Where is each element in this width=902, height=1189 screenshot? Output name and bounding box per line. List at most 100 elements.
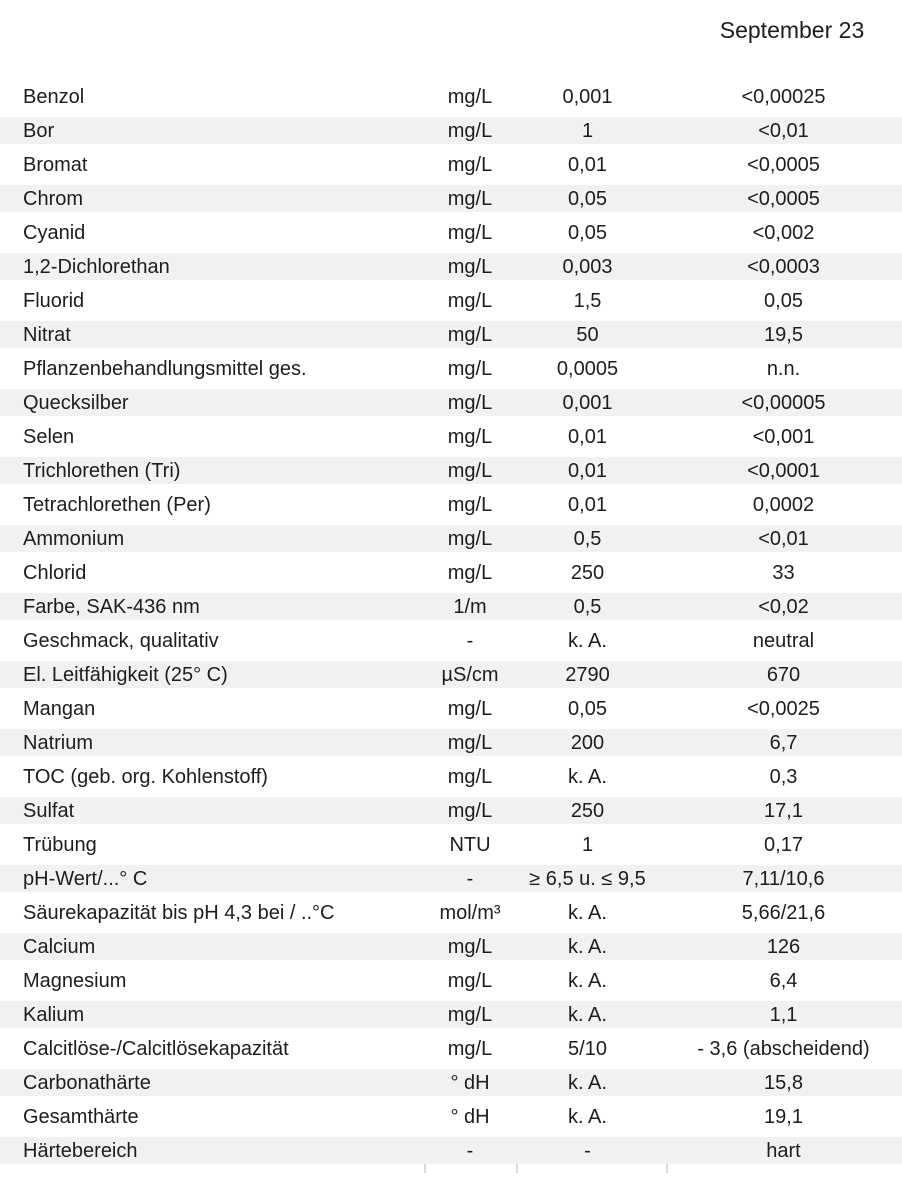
table-row: Benzol mg/L 0,001 <0,00025 xyxy=(0,83,902,117)
param-name: Trübung xyxy=(23,833,97,856)
param-unit: mg/L xyxy=(447,153,493,176)
water-quality-table: Benzol mg/L 0,001 <0,00025 Bor mg/L 1 <0… xyxy=(0,83,902,1171)
param-name: Bor xyxy=(23,119,55,142)
param-value: 15,8 xyxy=(764,1071,803,1094)
table-row: Bor mg/L 1 <0,01 xyxy=(0,117,902,151)
param-name: Carbonathärte xyxy=(23,1071,151,1094)
param-unit: mg/L xyxy=(447,357,493,380)
param-unit: - xyxy=(466,629,474,652)
cell-border-remnant-1 xyxy=(424,1164,426,1173)
param-limit: 0,5 xyxy=(573,595,602,618)
param-unit: mg/L xyxy=(447,187,493,210)
table-row: Nitrat mg/L 50 19,5 xyxy=(0,321,902,355)
param-limit: 0,05 xyxy=(568,187,607,210)
param-unit: mg/L xyxy=(447,969,493,992)
table-row: Chrom mg/L 0,05 <0,0005 xyxy=(0,185,902,219)
param-unit: - xyxy=(466,867,474,890)
param-name: Pflanzenbehandlungsmittel ges. xyxy=(23,357,307,380)
param-value: <0,0025 xyxy=(747,697,820,720)
param-limit: 0,5 xyxy=(573,527,602,550)
table-row: Quecksilber mg/L 0,001 <0,00005 xyxy=(0,389,902,423)
param-name: Cyanid xyxy=(23,221,86,244)
param-value: <0,00025 xyxy=(741,85,826,108)
param-limit: 0,01 xyxy=(568,153,607,176)
param-name: TOC (geb. org. Kohlenstoff) xyxy=(23,765,268,788)
param-limit: 1,5 xyxy=(573,289,602,312)
param-limit: ≥ 6,5 u. ≤ 9,5 xyxy=(529,867,646,890)
param-value: <0,00005 xyxy=(741,391,826,414)
param-unit: ° dH xyxy=(450,1071,490,1094)
param-limit: k. A. xyxy=(568,901,607,924)
table-row: Härtebereich - - hart xyxy=(0,1137,902,1171)
table-row: Fluorid mg/L 1,5 0,05 xyxy=(0,287,902,321)
cell-border-remnant-2 xyxy=(516,1164,518,1173)
param-value: hart xyxy=(766,1139,801,1162)
param-value: 0,17 xyxy=(764,833,803,856)
param-limit: k. A. xyxy=(568,1003,607,1026)
param-name: Kalium xyxy=(23,1003,85,1026)
param-value: 19,5 xyxy=(764,323,803,346)
param-value: 0,0002 xyxy=(752,493,815,516)
param-value: 19,1 xyxy=(764,1105,803,1128)
param-value: neutral xyxy=(752,629,815,652)
param-unit: 1/m xyxy=(453,595,487,618)
param-value: n.n. xyxy=(766,357,801,380)
param-name: Chlorid xyxy=(23,561,87,584)
param-name: Tetrachlorethen (Per) xyxy=(23,493,211,516)
param-value: 670 xyxy=(766,663,801,686)
param-value: <0,002 xyxy=(752,221,815,244)
cell-border-remnant-3 xyxy=(666,1164,668,1173)
param-limit: k. A. xyxy=(568,935,607,958)
param-limit: 0,001 xyxy=(562,85,613,108)
param-unit: mg/L xyxy=(447,527,493,550)
param-unit: mg/L xyxy=(447,391,493,414)
param-value: 0,05 xyxy=(764,289,803,312)
param-name: Mangan xyxy=(23,697,96,720)
param-value: <0,0001 xyxy=(747,459,820,482)
param-unit: mg/L xyxy=(447,935,493,958)
param-name: Nitrat xyxy=(23,323,71,346)
param-name: Bromat xyxy=(23,153,88,176)
table-row: Pflanzenbehandlungsmittel ges. mg/L 0,00… xyxy=(0,355,902,389)
param-unit: - xyxy=(466,1139,474,1162)
param-unit: mg/L xyxy=(447,731,493,754)
param-limit: 0,01 xyxy=(568,425,607,448)
param-unit: NTU xyxy=(449,833,491,856)
param-limit: - xyxy=(584,1139,591,1162)
param-unit: mg/L xyxy=(447,459,493,482)
param-unit: mg/L xyxy=(447,799,493,822)
date-label: September 23 xyxy=(719,17,865,43)
param-value: <0,0005 xyxy=(747,153,820,176)
param-unit: mg/L xyxy=(447,221,493,244)
table-row: Mangan mg/L 0,05 <0,0025 xyxy=(0,695,902,729)
param-limit: k. A. xyxy=(568,629,607,652)
param-value: - 3,6 (abscheidend) xyxy=(697,1037,870,1060)
param-limit: k. A. xyxy=(568,969,607,992)
param-name: Trichlorethen (Tri) xyxy=(23,459,181,482)
table-row: Chlorid mg/L 250 33 xyxy=(0,559,902,593)
param-name: Selen xyxy=(23,425,75,448)
table-row: TOC (geb. org. Kohlenstoff) mg/L k. A. 0… xyxy=(0,763,902,797)
table-row: Ammonium mg/L 0,5 <0,01 xyxy=(0,525,902,559)
table-row: Gesamthärte ° dH k. A. 19,1 xyxy=(0,1103,902,1137)
param-unit: mg/L xyxy=(447,493,493,516)
param-limit: 0,01 xyxy=(568,459,607,482)
param-value: <0,02 xyxy=(758,595,809,618)
param-value: 6,4 xyxy=(769,969,798,992)
param-name: Sulfat xyxy=(23,799,75,822)
table-row: Cyanid mg/L 0,05 <0,002 xyxy=(0,219,902,253)
param-unit: mol/m³ xyxy=(439,901,501,924)
table-row: Geschmack, qualitativ - k. A. neutral xyxy=(0,627,902,661)
param-limit: 5/10 xyxy=(568,1037,607,1060)
param-value: 1,1 xyxy=(769,1003,798,1026)
table-row: Säurekapazität bis pH 4,3 bei / ..°C mol… xyxy=(0,899,902,933)
param-unit: mg/L xyxy=(447,561,493,584)
param-value: 126 xyxy=(766,935,801,958)
param-limit: 0,01 xyxy=(568,493,607,516)
param-name: Quecksilber xyxy=(23,391,129,414)
param-value: 5,66/21,6 xyxy=(741,901,826,924)
param-value: 33 xyxy=(772,561,795,584)
param-unit: mg/L xyxy=(447,765,493,788)
table-row: El. Leitfähigkeit (25° C) µS/cm 2790 670 xyxy=(0,661,902,695)
table-row: Tetrachlorethen (Per) mg/L 0,01 0,0002 xyxy=(0,491,902,525)
